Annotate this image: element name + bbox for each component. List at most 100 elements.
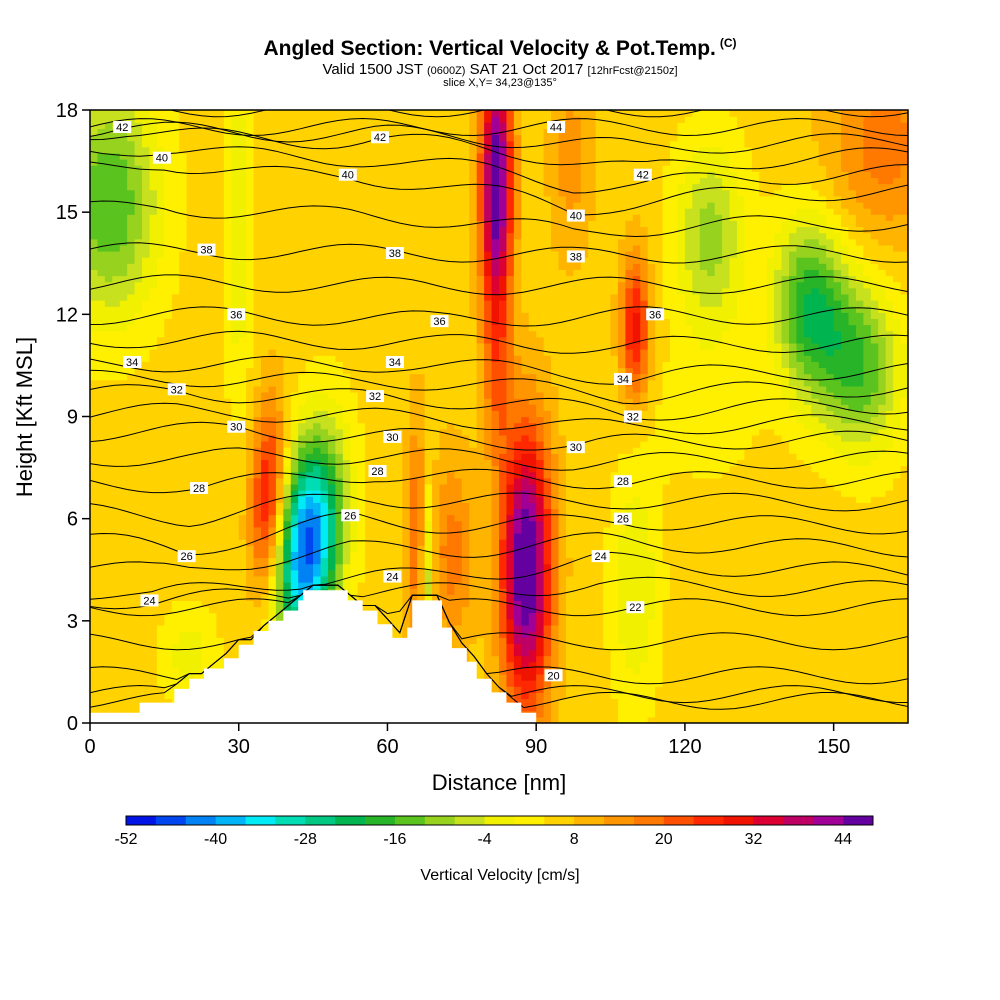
velocity-cell <box>298 257 307 264</box>
velocity-cell <box>372 208 381 215</box>
velocity-cell <box>253 342 262 350</box>
velocity-cell <box>327 318 336 326</box>
velocity-cell <box>208 539 218 546</box>
velocity-cell <box>171 300 180 307</box>
velocity-cell <box>156 385 165 393</box>
velocity-cell <box>305 532 314 540</box>
velocity-cell <box>149 330 158 338</box>
velocity-cell <box>320 349 329 356</box>
velocity-cell <box>432 557 441 565</box>
velocity-cell <box>171 379 180 387</box>
velocity-cell <box>372 159 381 166</box>
velocity-cell <box>409 171 418 179</box>
velocity-cell <box>104 214 113 221</box>
velocity-cell <box>119 539 128 546</box>
velocity-cell <box>156 232 165 240</box>
velocity-cell <box>387 483 396 491</box>
velocity-cell <box>402 128 411 136</box>
title-units: (C) <box>719 36 737 50</box>
velocity-cell <box>268 416 277 424</box>
velocity-cell <box>409 465 418 473</box>
velocity-cell <box>454 643 463 651</box>
velocity-cell <box>201 569 210 577</box>
velocity-cell <box>424 361 433 369</box>
velocity-cell <box>142 226 151 234</box>
velocity-cell <box>298 336 307 344</box>
velocity-cell <box>119 263 128 270</box>
velocity-cell <box>268 551 277 559</box>
velocity-cell <box>171 649 180 657</box>
velocity-cell <box>194 673 203 681</box>
velocity-cell <box>290 250 299 258</box>
velocity-cell <box>149 189 158 197</box>
velocity-cell <box>372 545 381 552</box>
velocity-cell <box>261 257 270 264</box>
velocity-cell <box>402 134 411 142</box>
velocity-cell <box>216 159 225 166</box>
velocity-cell <box>142 342 151 350</box>
velocity-cell <box>238 183 247 191</box>
velocity-cell <box>112 171 121 179</box>
velocity-cell <box>97 514 106 522</box>
velocity-cell <box>446 398 455 405</box>
velocity-cell <box>313 183 322 191</box>
velocity-cell <box>446 508 455 516</box>
velocity-cell <box>127 465 136 473</box>
velocity-cell <box>335 226 344 234</box>
velocity-cell <box>112 532 121 540</box>
velocity-cell <box>275 569 284 577</box>
velocity-cell <box>268 398 277 405</box>
velocity-cell <box>112 465 121 473</box>
velocity-cell <box>283 416 292 424</box>
velocity-cell <box>298 551 307 559</box>
velocity-cell <box>432 434 441 442</box>
velocity-cell <box>417 306 426 313</box>
velocity-cell <box>283 361 292 369</box>
velocity-cell <box>164 300 173 307</box>
velocity-cell <box>342 226 351 234</box>
velocity-cell <box>342 447 351 454</box>
velocity-cell <box>119 385 128 393</box>
velocity-cell <box>127 539 136 546</box>
velocity-cell <box>156 496 165 503</box>
velocity-cell <box>335 459 344 467</box>
velocity-cell <box>454 563 463 571</box>
velocity-cell <box>432 269 441 277</box>
velocity-cell <box>290 110 299 117</box>
velocity-cell <box>298 447 307 454</box>
velocity-cell <box>164 582 173 589</box>
velocity-cell <box>253 404 262 411</box>
velocity-cell <box>372 263 381 270</box>
velocity-cell <box>283 428 292 436</box>
velocity-cell <box>253 287 262 295</box>
velocity-cell <box>275 459 284 467</box>
velocity-cell <box>134 416 143 424</box>
velocity-cell <box>261 422 270 430</box>
velocity-cell <box>208 140 218 148</box>
velocity-cell <box>97 692 106 700</box>
velocity-cell <box>171 441 180 448</box>
velocity-cell <box>208 324 218 332</box>
velocity-cell <box>164 594 173 601</box>
velocity-cell <box>127 214 136 221</box>
velocity-cell <box>134 367 143 375</box>
velocity-cell <box>186 171 195 179</box>
velocity-cell <box>417 165 426 172</box>
velocity-cell <box>357 226 366 234</box>
velocity-cell <box>275 146 284 154</box>
velocity-cell <box>417 269 426 277</box>
velocity-cell <box>186 520 195 528</box>
velocity-cell <box>194 257 203 264</box>
velocity-cell <box>372 336 381 344</box>
velocity-cell <box>417 453 426 461</box>
velocity-cell <box>327 391 336 399</box>
velocity-cell <box>164 336 173 344</box>
velocity-cell <box>201 532 210 540</box>
velocity-cell <box>409 483 418 491</box>
velocity-cell <box>417 428 426 436</box>
velocity-cell <box>179 575 188 583</box>
velocity-cell <box>179 649 188 657</box>
velocity-cell <box>446 575 455 583</box>
velocity-cell <box>275 600 284 608</box>
velocity-cell <box>238 226 247 234</box>
